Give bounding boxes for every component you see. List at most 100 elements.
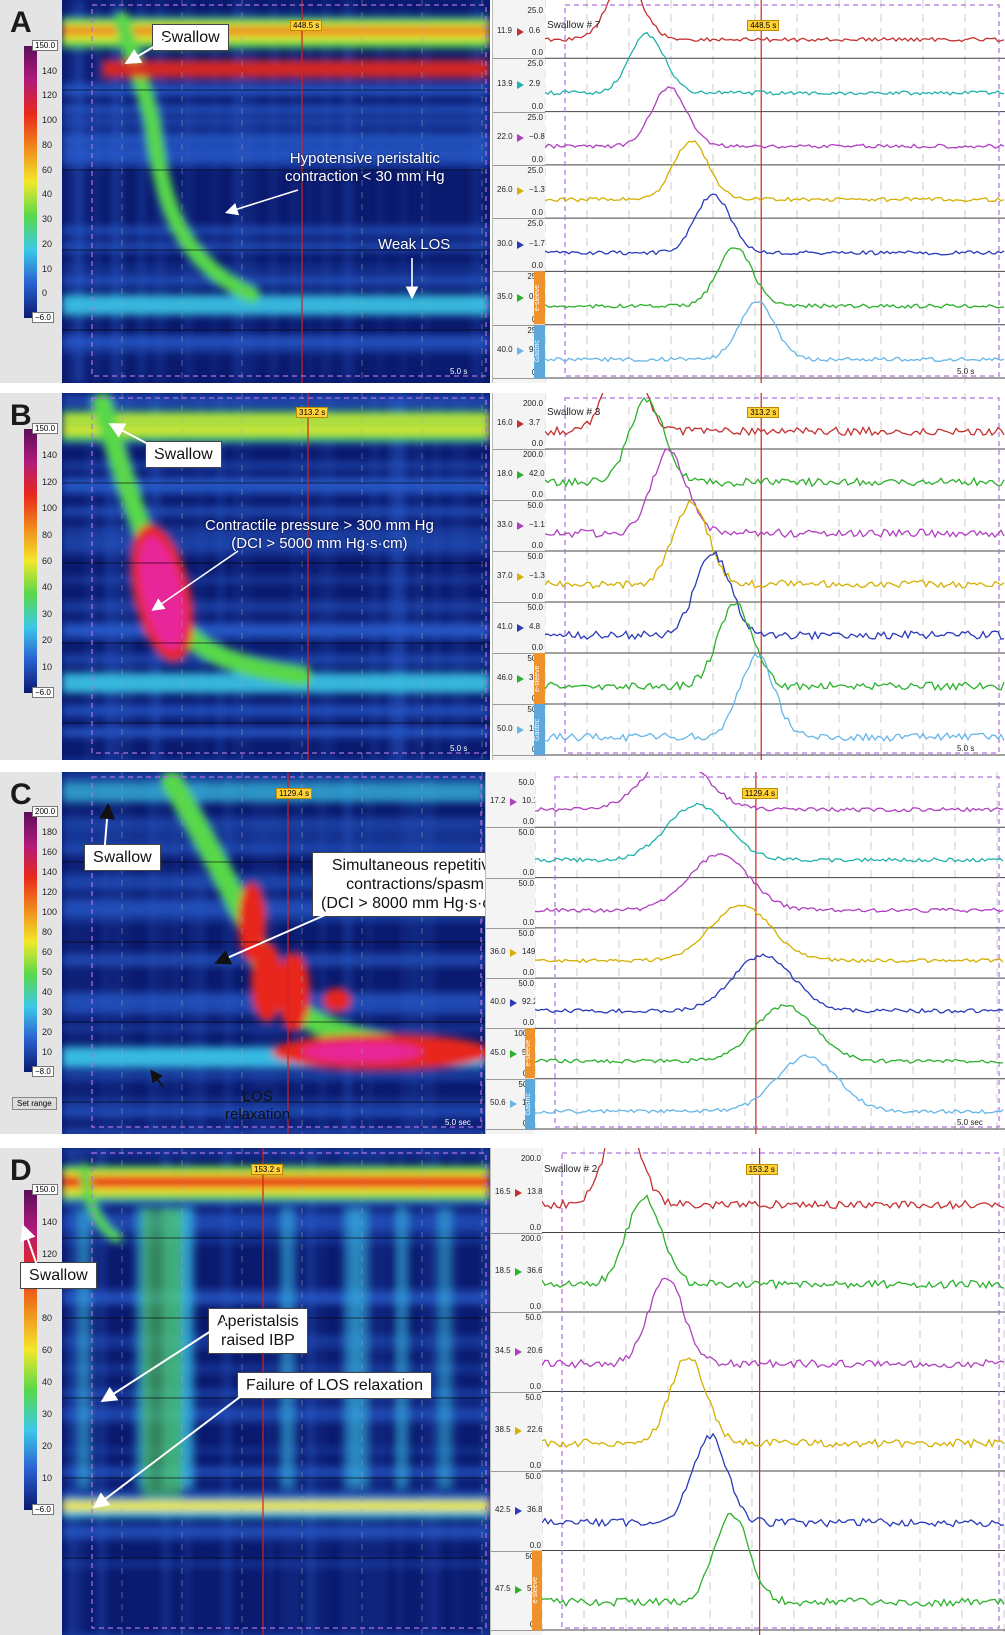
channel-sensor-column: 200.0 0.0 16.0 3.7 200.0 0.0 18.0 42.0 50.0 0.0 33…	[492, 393, 564, 760]
channel-row[interactable]: 50.0 0.0 40.0 92.2	[486, 978, 538, 1030]
channel-row[interactable]: 200.0 0.0 18.0 42.0	[493, 449, 545, 501]
channel-tag: Gastric	[534, 324, 545, 378]
channel-range: 25.0	[527, 6, 543, 15]
colorbar-tick: 120	[42, 90, 58, 101]
colorbar-tick: 40	[42, 582, 53, 593]
channel-row[interactable]: 50.0 0.0	[486, 827, 536, 879]
channel-zero: 0.0	[529, 1302, 541, 1311]
trace-time-marker-badge: 448.5 s	[747, 20, 780, 31]
channel-sensor-column: 25.0 0.0 11.9 0.6 25.0 0.0 13.9 2.9 25.0 0.0 22.0−…	[492, 0, 564, 383]
channel-color-arrow	[517, 27, 524, 36]
channel-row[interactable]: 50.0 0.0 41.0 4.8	[493, 602, 545, 654]
channel-color-arrow	[517, 240, 524, 249]
channel-zero: 0.0	[522, 917, 534, 927]
channel-color-arrow	[517, 80, 524, 89]
colorbar-tick: 120	[42, 476, 58, 487]
channel-row[interactable]: 100.00.045.054.1e-sleeve246.5	[486, 1028, 559, 1080]
colorbar-max: 150.0	[32, 1184, 59, 1195]
pressure-colorbar	[24, 812, 37, 1072]
channel-position: 26.0	[497, 185, 513, 195]
channel-row[interactable]: 200.0 0.0 18.5 36.6	[491, 1233, 543, 1313]
pressure-trace-plot	[545, 393, 1005, 760]
channel-row[interactable]: 25.0 0.0 26.0 −1.3	[493, 165, 545, 220]
channel-tag: e-sleeve	[534, 653, 545, 704]
panel-b: B 150.0 −6.0 140 120 100 80 60 40 30 20 10 313.2 s 5.…	[0, 393, 1005, 760]
channel-value: 92.2	[522, 997, 538, 1007]
channel-row[interactable]: 200.0 0.0 16.0 3.7	[493, 398, 545, 450]
channel-color-arrow	[515, 1427, 522, 1436]
channel-row[interactable]: 25.0 0.0 13.9 2.9	[493, 58, 545, 113]
channel-color-arrow	[510, 948, 517, 957]
pressure-topography-heatmap	[62, 393, 490, 760]
channel-value: −1.7	[529, 238, 545, 248]
channel-value: 36.8	[527, 1504, 543, 1514]
channel-position: 16.0	[497, 417, 513, 427]
channel-range: 50.0	[518, 979, 534, 989]
channel-zero: 0.0	[522, 1018, 534, 1028]
channel-color-arrow	[517, 623, 524, 632]
channel-row[interactable]: 25.00.035.00.5e-sleeve30.8	[493, 271, 564, 326]
channel-row[interactable]: 50.0 0.0 42.5 36.8	[491, 1471, 543, 1552]
channel-color-arrow	[517, 725, 524, 734]
channel-color-arrow	[517, 419, 524, 428]
colorbar-tick: 60	[42, 1345, 53, 1355]
channel-range: 50.0	[525, 1392, 541, 1402]
channel-row[interactable]: 50.0 0.0 38.5 22.6	[491, 1392, 543, 1472]
channel-row[interactable]: 50.00.047.557.8e-sleeve58.5	[491, 1550, 562, 1631]
channel-position: 33.0	[497, 519, 513, 529]
channel-position: 34.5	[495, 1345, 511, 1355]
channel-value: 42.0	[529, 468, 545, 478]
channel-value: 22.6	[527, 1425, 543, 1435]
channel-row[interactable]: 25.00.040.09.4Gastric	[493, 324, 545, 379]
channel-zero: 0.0	[531, 490, 543, 499]
trace-time-marker-badge: 153.2 s	[745, 1164, 778, 1175]
pressure-colorbar	[24, 46, 37, 318]
channel-row[interactable]: 50.0 0.0 17.2 10.1	[486, 777, 538, 829]
colorbar-tick: 40	[42, 1377, 53, 1387]
channel-color-arrow	[515, 1586, 522, 1595]
channel-zero: 0.0	[531, 439, 543, 448]
channel-zero: 0.0	[522, 817, 534, 827]
pressure-trace-plot	[545, 0, 1005, 383]
channel-row[interactable]: 25.0 0.0 22.0 −0.8	[493, 112, 545, 166]
colorbar-max: 150.0	[32, 40, 59, 51]
channel-row[interactable]: 50.00.050.010.8Gastric	[493, 704, 545, 756]
channel-value: 4.8	[529, 621, 541, 631]
colorbar-tick: 100	[42, 907, 58, 917]
colorbar-tick: 40	[42, 987, 53, 997]
channel-color-arrow	[515, 1268, 522, 1277]
channel-row[interactable]: 25.0 0.0 11.9 0.6	[493, 5, 545, 60]
swallow-number-label: Swallow # 2	[544, 1164, 598, 1175]
channel-row[interactable]: 50.0 0.0 33.0 −1.1	[493, 500, 545, 552]
channel-row[interactable]: 25.0 0.0 30.0 −1.7	[493, 218, 545, 273]
channel-range: 25.0	[527, 59, 543, 69]
channel-row[interactable]: 50.0 0.0 36.0 149.2	[486, 928, 542, 980]
channel-value: −0.8	[529, 132, 545, 142]
colorbar-tick: 60	[42, 164, 53, 175]
time-scale-label: 5.0 s	[450, 367, 468, 376]
channel-zero: 0.0	[522, 968, 534, 978]
channel-row[interactable]: 200.0 0.0 16.5 13.8	[491, 1153, 543, 1234]
channel-row[interactable]: 50.0 0.0 34.5 20.6	[491, 1312, 543, 1393]
channel-range: 200.0	[520, 1154, 541, 1163]
annotation-callout: Swallow	[145, 441, 222, 468]
colorbar-min: −8.0	[32, 1066, 54, 1077]
swallow-number-label: Swallow # 7	[547, 20, 601, 31]
channel-color-arrow	[510, 1099, 517, 1108]
channel-position: 47.5	[495, 1584, 511, 1594]
colorbar-tick: 180	[42, 827, 58, 837]
colorbar-tick: 60	[42, 556, 53, 566]
channel-value: 0.6	[529, 25, 541, 35]
colorbar-tick: 140	[42, 867, 58, 877]
channel-row[interactable]: 50.0 0.0	[486, 878, 536, 929]
channel-range: 50.0	[527, 552, 543, 561]
channel-row[interactable]: 50.0 0.0 37.0 −1.3	[493, 551, 545, 603]
set-range-button[interactable]: Set range	[12, 1097, 57, 1110]
channel-row[interactable]: 50.00.050.611.5Gastric	[486, 1078, 537, 1130]
channel-row[interactable]: 50.00.046.031.3e-sleeve48.8	[493, 653, 564, 705]
colorbar-tick: 80	[42, 529, 53, 540]
channel-position: 13.9	[497, 78, 513, 88]
channel-color-arrow	[517, 470, 524, 479]
channel-color-arrow	[517, 187, 524, 196]
